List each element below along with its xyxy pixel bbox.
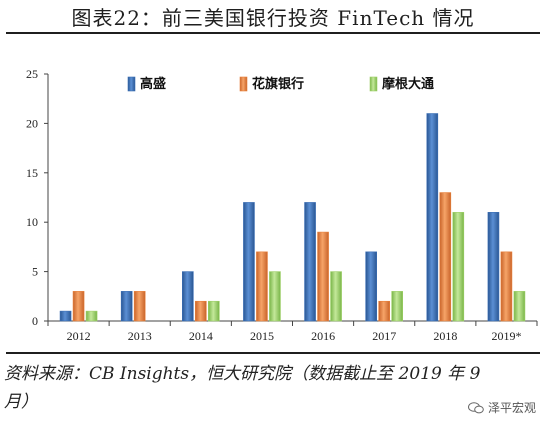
bar-花旗银行-2013 [133,291,146,322]
bar-高盛-2012 [59,310,72,322]
y-tick-label: 15 [26,166,38,180]
y-tick-label: 20 [26,116,38,130]
legend-label-摩根大通: 摩根大通 [382,76,434,91]
bar-摩根大通-2017 [391,291,403,322]
bar-高盛-2019* [487,212,500,322]
figure-title: 图表22：前三美国银行投资 FinTech 情况 [71,6,475,30]
bar-花旗银行-2014 [195,300,207,322]
x-tick-label: 2019* [491,329,521,343]
bar-高盛-2018 [426,113,439,322]
bar-花旗银行-2019* [500,251,513,322]
x-tick-label: 2012 [67,329,91,343]
bar-花旗银行-2018 [439,192,452,322]
bar-高盛-2013 [120,291,133,322]
bar-高盛-2014 [182,271,194,322]
bottom-rule [6,352,540,354]
bar-摩根大通-2018 [452,212,465,322]
bar-chart: 0 5 10 15 20 25 2012 2013 2014 2015 2016 2017 2018 20… [26,67,538,343]
bar-花旗银行-2015 [256,251,268,322]
bar-摩根大通-2019* [513,291,526,322]
x-tick-label: 2017 [372,329,396,343]
y-tick-label: 0 [32,314,38,328]
legend-swatch-高盛 [127,76,136,92]
bar-高盛-2016 [304,202,316,322]
bar-摩根大通-2014 [208,300,220,322]
x-tick-label: 2018 [433,329,457,343]
watermark-text: 泽平宏观 [487,401,536,415]
x-tick-label: 2014 [189,329,213,343]
bar-花旗银行-2016 [317,231,329,322]
bar-摩根大通-2012 [85,310,98,322]
watermark: 泽平宏观 [467,399,536,416]
wechat-icon [467,401,484,413]
bar-花旗银行-2012 [72,291,85,322]
y-tick-label: 5 [32,265,38,279]
x-tick-label: 2016 [311,329,335,343]
bar-摩根大通-2016 [330,271,342,322]
source-note: 资料来源：CB Insights，恒大研究院（数据截止至 2019 年 9 月） [4,364,481,412]
bar-高盛-2015 [243,202,255,322]
bar-花旗银行-2017 [378,300,390,322]
bar-摩根大通-2015 [269,271,281,322]
legend-swatch-花旗银行 [239,76,248,92]
y-tick-label: 25 [26,67,38,81]
legend-label-高盛: 高盛 [140,76,166,91]
bar-高盛-2017 [365,251,377,322]
chart: 0 5 10 15 20 25 2012 2013 2014 2015 2016 2017 2018 20… [0,50,546,350]
y-tick-label: 10 [26,215,38,229]
x-tick-label: 2015 [250,329,274,343]
legend-swatch-摩根大通 [369,76,378,92]
x-tick-label: 2013 [128,329,152,343]
title-rule [6,32,540,34]
legend-label-花旗银行: 花旗银行 [252,76,304,91]
